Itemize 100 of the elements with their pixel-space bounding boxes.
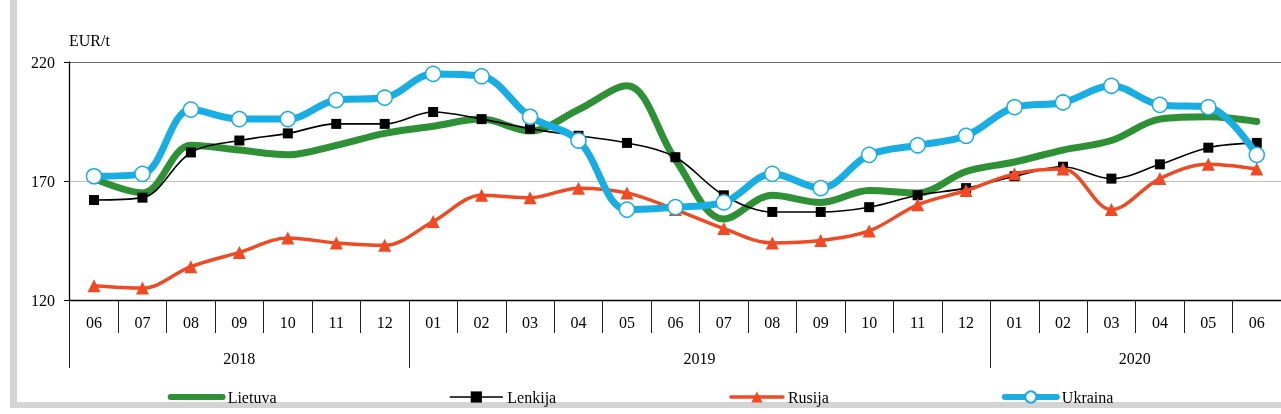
x-tick-label: 09 <box>812 313 829 331</box>
y-tick-label: 220 <box>31 53 55 71</box>
point <box>1106 173 1117 184</box>
x-tick-label: 08 <box>182 313 199 331</box>
point <box>329 236 343 250</box>
point <box>523 191 537 205</box>
x-tick-label: 11 <box>328 313 344 331</box>
point <box>1201 157 1215 171</box>
point <box>281 231 295 245</box>
point <box>525 123 536 134</box>
x2-tick-label: 2018 <box>223 349 256 367</box>
point <box>376 89 393 106</box>
x-tick-label: 11 <box>909 313 926 331</box>
y-axis-title: EUR/t <box>69 31 111 49</box>
point <box>426 214 440 228</box>
point <box>476 114 487 125</box>
point <box>957 127 975 145</box>
x-tick-label: 12 <box>376 313 393 331</box>
point <box>815 206 826 217</box>
point <box>1154 159 1165 170</box>
point <box>860 146 878 164</box>
point <box>379 118 390 129</box>
point <box>618 201 636 218</box>
x-tick-label: 06 <box>86 313 103 331</box>
legend-label: Lietuva <box>227 388 277 406</box>
point <box>279 110 297 128</box>
x-tick-label: 04 <box>570 313 587 331</box>
point <box>767 206 778 217</box>
x2-tick-label: 2019 <box>683 349 716 367</box>
point <box>428 106 439 117</box>
point <box>1203 142 1214 153</box>
x-tick-label: 08 <box>764 313 781 331</box>
point <box>1250 162 1264 176</box>
x-tick-label: 05 <box>1200 313 1217 331</box>
legend-label: Ukraina <box>1061 388 1114 406</box>
point <box>89 195 100 206</box>
x2-tick-label: 2020 <box>1118 349 1151 367</box>
point <box>378 238 392 252</box>
x-tick-label: 05 <box>618 313 635 331</box>
x-tick-label: 04 <box>1151 313 1168 331</box>
point <box>717 222 731 236</box>
point <box>909 137 926 154</box>
point <box>864 202 875 213</box>
y-tick-label: 170 <box>31 172 55 190</box>
point <box>1103 77 1120 95</box>
x-tick-label: 02 <box>473 313 490 331</box>
point <box>135 281 149 295</box>
x-tick-label: 10 <box>861 313 878 331</box>
point <box>764 165 781 183</box>
point <box>621 137 632 148</box>
x-tick-label: 07 <box>134 313 151 331</box>
x-tick-label: 03 <box>522 313 539 331</box>
x-tick-label: 06 <box>1248 313 1265 331</box>
point <box>134 165 151 183</box>
point <box>862 224 876 238</box>
point <box>571 181 585 195</box>
x-tick-label: 01 <box>425 313 442 331</box>
point <box>715 194 733 211</box>
point <box>475 188 489 202</box>
point <box>184 260 198 274</box>
x-tick-label: 02 <box>1054 313 1071 331</box>
point <box>185 147 196 158</box>
x-tick-label: 06 <box>667 313 684 331</box>
point <box>911 198 925 212</box>
point <box>328 91 345 109</box>
point <box>667 198 684 216</box>
point <box>282 128 293 139</box>
point <box>234 135 245 146</box>
point <box>231 110 248 128</box>
point <box>1054 94 1072 111</box>
point <box>1200 98 1217 116</box>
x-tick-label: 03 <box>1103 313 1120 331</box>
point <box>1056 162 1070 176</box>
x-tick-label: 01 <box>1006 313 1023 331</box>
point <box>521 108 539 125</box>
point <box>473 68 490 85</box>
point <box>1006 98 1023 116</box>
y-tick-label: 120 <box>31 291 55 309</box>
point <box>1248 146 1266 164</box>
point <box>1008 167 1022 181</box>
point <box>182 101 200 118</box>
legend-label: Rusija <box>787 388 829 407</box>
point <box>765 236 779 250</box>
point <box>570 132 587 149</box>
point <box>1153 172 1167 186</box>
x-tick-label: 07 <box>715 313 732 331</box>
point <box>331 118 342 129</box>
point <box>85 167 103 185</box>
x-tick-label: 12 <box>958 313 975 331</box>
point <box>670 152 681 163</box>
point <box>1104 203 1118 217</box>
point <box>137 192 148 203</box>
point <box>959 184 973 198</box>
point <box>232 245 246 259</box>
point <box>812 179 829 197</box>
point <box>424 65 442 83</box>
point <box>814 234 828 247</box>
point <box>87 279 101 293</box>
point <box>620 186 634 200</box>
legend-label: Lenkija <box>507 388 557 407</box>
